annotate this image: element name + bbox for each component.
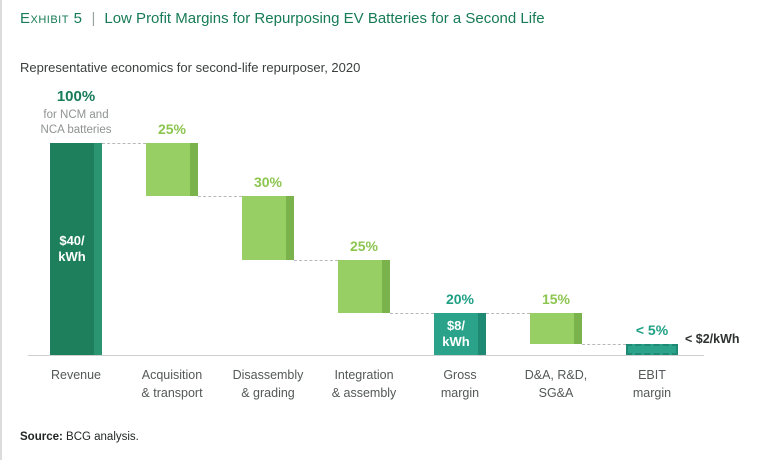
waterfall-connector xyxy=(582,344,626,346)
category-label: Gross margin xyxy=(440,368,480,400)
x-axis: Revenue Acquisition & transport Disassembl… xyxy=(28,367,704,411)
pct-label: 20% xyxy=(445,290,475,307)
source-label: Source: xyxy=(20,431,63,443)
chart-subtitle: Representative economics for second-life… xyxy=(20,60,361,75)
value-annotation: < $2/kWh xyxy=(685,332,740,347)
exhibit-header: Exhibit 5 | Low Profit Margins for Repurpo… xyxy=(20,10,545,27)
bar-side-face xyxy=(286,196,294,260)
bar-side-face xyxy=(190,143,198,196)
pct-label: 25% xyxy=(157,121,187,137)
bar-acquisition-transport xyxy=(146,143,198,196)
bar-side-face xyxy=(478,312,486,355)
bar-disassembly-grading xyxy=(242,196,294,260)
waterfall-connector xyxy=(294,259,338,261)
category-label: Disassembly & grading xyxy=(232,368,304,400)
bar-ebit-margin xyxy=(626,344,678,355)
waterfall-connector xyxy=(390,312,434,314)
x-axis-line xyxy=(28,355,704,356)
title-separator: | xyxy=(91,10,96,27)
plot-area: $40/ kWh 100% for NCM and NCA batteries 25%… xyxy=(28,88,740,356)
bar-side-face xyxy=(574,312,582,345)
bar-value-label: $40/ kWh xyxy=(58,232,86,264)
bar-revenue: $40/ kWh xyxy=(50,143,102,355)
bar-value-label: $8/ kWh xyxy=(442,317,470,349)
waterfall-connector xyxy=(102,143,146,144)
category-label: D&A, R&D, SG&A xyxy=(524,368,588,400)
bar-d-a-r-d-sg-a xyxy=(530,312,582,345)
pct-label: 25% xyxy=(349,237,379,254)
exhibit-title: Low Profit Margins for Repurposing EV Ba… xyxy=(104,10,545,27)
bar-side-face xyxy=(94,143,102,355)
waterfall-connector xyxy=(486,312,530,314)
bar-integration-assembly xyxy=(338,259,390,313)
pct-label: 100% xyxy=(56,88,96,106)
waterfall-connector xyxy=(198,196,242,197)
revenue-header: 100% for NCM and NCA batteries xyxy=(21,88,131,138)
category-label: Acquisition & transport xyxy=(141,368,203,400)
source-text: BCG analysis. xyxy=(62,431,139,443)
bar-side-face xyxy=(382,259,390,313)
revenue-note: for NCM and NCA batteries xyxy=(40,109,112,137)
exhibit-number-label: Exhibit 5 xyxy=(20,10,83,27)
bar-gross-margin: $8/ kWh xyxy=(434,312,486,355)
category-label: Integration & assembly xyxy=(331,368,397,400)
category-label: Revenue xyxy=(50,368,102,382)
pct-label: 15% xyxy=(541,290,571,307)
category-label: EBIT margin xyxy=(632,368,672,400)
source-note: Source: BCG analysis. xyxy=(20,431,139,443)
pct-label: < 5% xyxy=(635,322,669,339)
pct-label: 30% xyxy=(253,174,283,190)
